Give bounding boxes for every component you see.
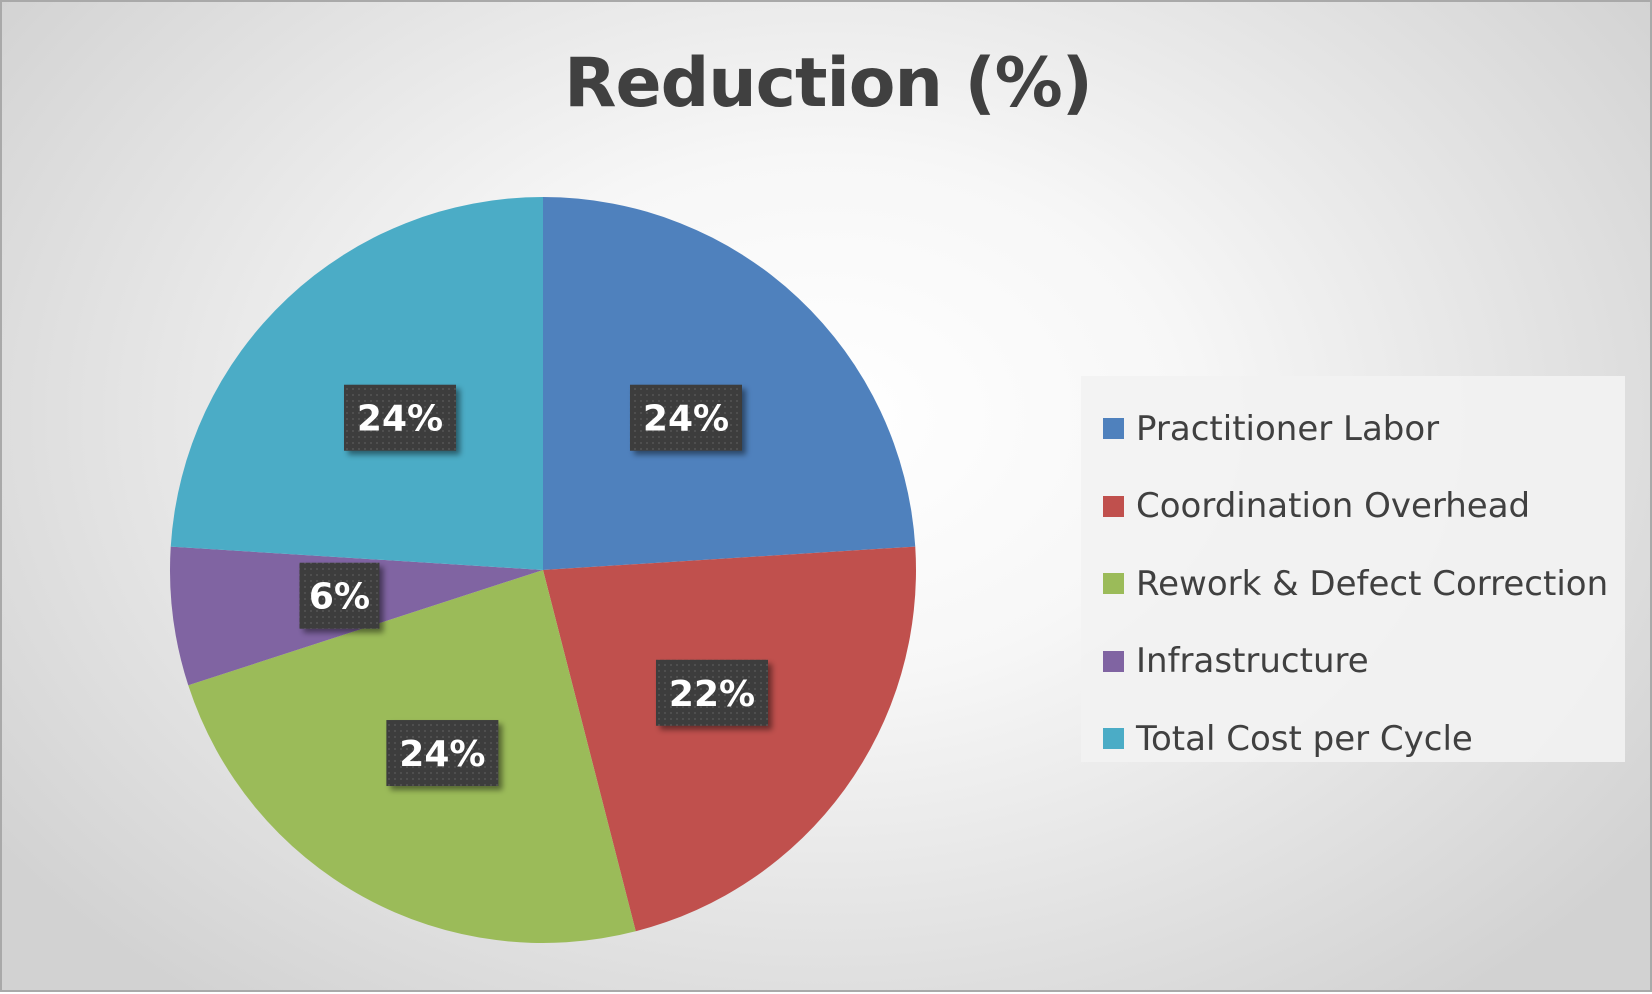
data-label-box — [299, 562, 380, 629]
data-label-box — [344, 384, 457, 451]
pie-slice-1 — [543, 197, 916, 570]
data-label-box — [655, 659, 768, 726]
legend-item-3: Rework & Defect Correction — [1081, 545, 1625, 623]
legend: Practitioner Labor Coordination Overhead R… — [1081, 376, 1625, 762]
legend-label: Total Cost per Cycle — [1136, 718, 1473, 759]
data-label-box — [629, 384, 742, 451]
legend-item-5: Total Cost per Cycle — [1081, 700, 1625, 778]
data-label-text: 24% — [357, 399, 443, 440]
legend-swatch — [1103, 418, 1124, 440]
legend-swatch — [1103, 573, 1124, 595]
legend-label: Coordination Overhead — [1136, 486, 1531, 527]
legend-swatch — [1103, 495, 1124, 517]
data-label-text: 24% — [643, 399, 729, 440]
chart-title: Reduction (%) — [564, 44, 1093, 123]
pie-data-labels: 24% 22% 24% 6% 24% — [299, 384, 768, 787]
data-label-4: 6% — [299, 562, 380, 629]
data-label-text: 24% — [399, 734, 485, 775]
pie-slice-5 — [170, 197, 543, 570]
data-label-2: 22% — [655, 659, 768, 726]
legend-label: Practitioner Labor — [1136, 408, 1440, 449]
data-label-text: 22% — [669, 674, 755, 715]
legend-item-1: Practitioner Labor — [1081, 390, 1625, 468]
legend-swatch — [1103, 650, 1124, 672]
data-label-text: 6% — [309, 577, 370, 618]
legend-label: Infrastructure — [1136, 641, 1369, 682]
legend-item-4: Infrastructure — [1081, 623, 1625, 701]
pie-slice-2 — [543, 546, 916, 932]
data-label-1: 24% — [629, 384, 742, 451]
data-label-box — [386, 720, 499, 787]
legend-item-2: Coordination Overhead — [1081, 468, 1625, 546]
pie-slices — [170, 197, 916, 944]
data-label-5: 24% — [344, 384, 457, 451]
data-label-3: 24% — [386, 720, 499, 787]
legend-label: Rework & Defect Correction — [1136, 563, 1609, 604]
legend-swatch — [1103, 728, 1124, 750]
